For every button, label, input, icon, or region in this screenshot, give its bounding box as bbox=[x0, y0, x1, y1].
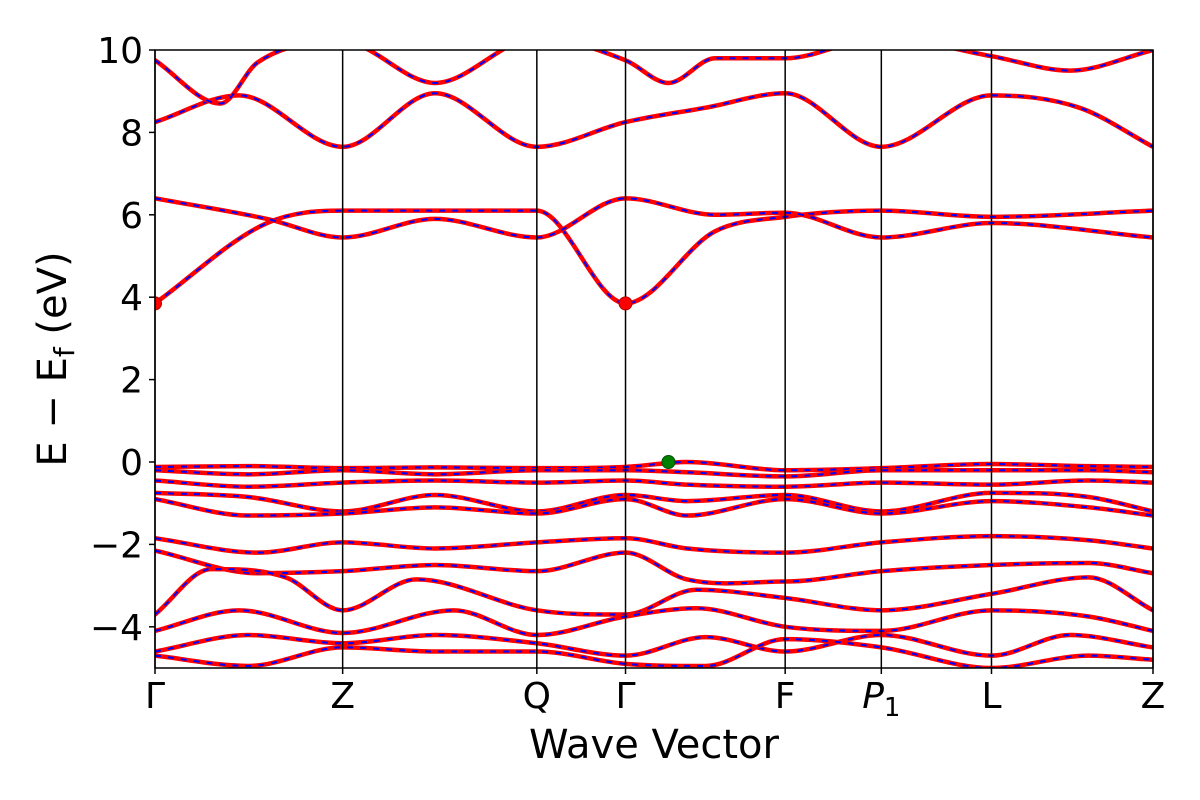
x-tick-label-2: Q bbox=[523, 676, 551, 717]
markers-layer bbox=[155, 296, 676, 469]
band-line-dashed-3 bbox=[155, 50, 1153, 105]
plot-frame bbox=[154, 49, 1154, 669]
y-axis-title: E − Ef (eV) bbox=[30, 251, 81, 466]
band-line-dashed-5 bbox=[155, 469, 1153, 478]
cbm-marker-0 bbox=[155, 296, 162, 311]
x-tick-label-3: Γ bbox=[615, 676, 635, 717]
x-tick-label-4: F bbox=[775, 676, 796, 717]
y-axis-title-sub: f bbox=[48, 346, 81, 357]
band-line-dashed-1 bbox=[155, 197, 1153, 239]
band-line-dashed-6 bbox=[155, 479, 1153, 488]
band-line-dashed-9 bbox=[155, 535, 1153, 554]
y-tick-label-7: 10 bbox=[97, 31, 143, 72]
x-tick-label-6: L bbox=[981, 676, 1001, 717]
x-tick-label-7: Z bbox=[1141, 676, 1166, 717]
vbm-marker-0 bbox=[661, 455, 676, 469]
y-tick-label-4: 4 bbox=[120, 278, 143, 319]
band-line-dashed-13 bbox=[155, 634, 1153, 657]
y-tick-label-1: −2 bbox=[90, 525, 143, 566]
x-tick-label-5: P1 bbox=[862, 676, 900, 723]
y-tick-label-0: −4 bbox=[90, 608, 143, 649]
y-axis-ticks: −4 −2 0 2 4 6 8 10 bbox=[90, 31, 155, 649]
x-tick-label-1: Z bbox=[330, 676, 355, 717]
y-tick-label-5: 6 bbox=[120, 196, 143, 237]
band-line-dashed-4 bbox=[155, 460, 1153, 472]
x-axis-ticks: Γ Z Q Γ F P1 L Z bbox=[145, 668, 1165, 723]
y-tick-label-3: 2 bbox=[120, 361, 143, 402]
y-tick-label-2: 0 bbox=[120, 443, 143, 484]
band-line-dashed-0 bbox=[155, 209, 1153, 305]
x-axis-title: Wave Vector bbox=[529, 722, 780, 768]
y-axis-title-unit: (eV) bbox=[30, 251, 76, 347]
x-tick-label-sub-5: 1 bbox=[884, 693, 901, 723]
x-tick-label-0: Γ bbox=[145, 676, 165, 717]
x-tick-label-main-5: P bbox=[862, 676, 884, 717]
y-axis-title-main: E − E bbox=[30, 357, 76, 467]
y-tick-label-6: 8 bbox=[120, 113, 143, 154]
cbm-marker-1 bbox=[618, 296, 633, 311]
